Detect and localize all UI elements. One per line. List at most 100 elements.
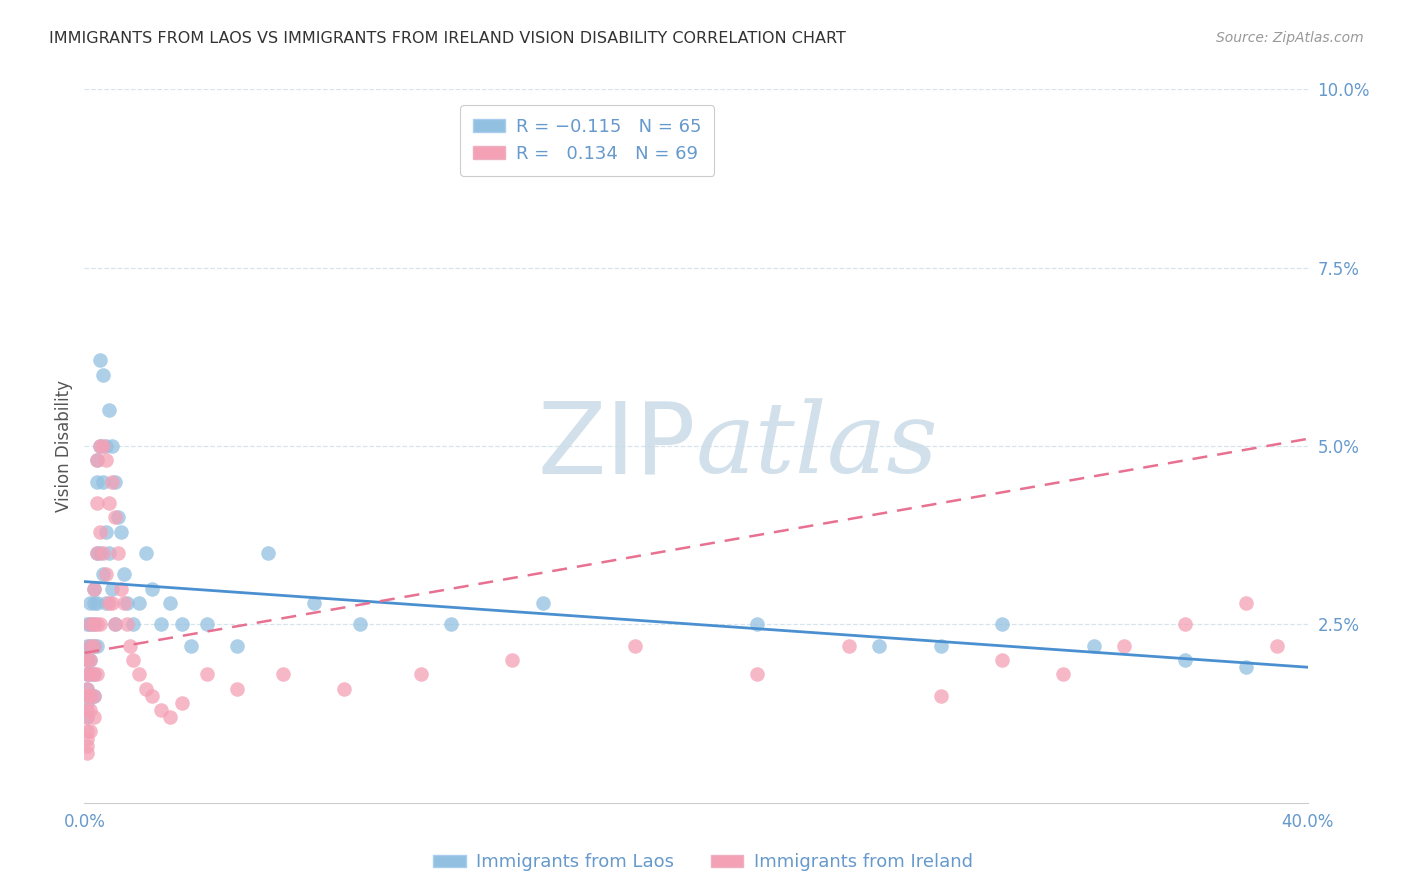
Point (122, 653, 145, 667)
Point (76, 653, 98, 667)
Point (101, 582, 124, 596)
Point (149, 617, 172, 632)
Point (141, 582, 163, 596)
Point (1174, 653, 1197, 667)
Point (159, 710, 181, 724)
Point (83, 689, 105, 703)
Point (929, 639, 952, 653)
Point (79, 653, 101, 667)
Point (76, 617, 98, 632)
Point (1114, 639, 1136, 653)
Point (76, 724, 98, 739)
Point (89, 617, 111, 632)
Point (120, 639, 142, 653)
Point (89, 524, 111, 539)
Point (91, 368, 114, 382)
Point (97, 496, 120, 510)
Point (531, 596, 554, 610)
Point (76, 667, 98, 681)
Point (101, 439, 124, 453)
Point (112, 596, 135, 610)
Point (149, 703, 172, 717)
Point (135, 546, 157, 560)
Point (79, 617, 101, 632)
Point (226, 639, 249, 653)
Point (97, 596, 120, 610)
Text: atlas: atlas (696, 399, 939, 493)
Point (172, 617, 194, 632)
Point (94, 453, 117, 467)
Point (91, 475, 114, 489)
Point (991, 653, 1014, 667)
Point (1236, 660, 1258, 674)
Point (195, 667, 218, 681)
Legend: Immigrants from Laos, Immigrants from Ireland: Immigrants from Laos, Immigrants from Ir… (426, 847, 980, 879)
Point (1236, 596, 1258, 610)
Point (76, 710, 98, 724)
Point (115, 596, 138, 610)
Point (76, 710, 98, 724)
Point (86, 453, 108, 467)
Point (86, 667, 108, 681)
Point (76, 689, 98, 703)
Point (104, 617, 127, 632)
Point (141, 689, 163, 703)
Point (624, 639, 647, 653)
Point (502, 653, 524, 667)
Text: ZIP: ZIP (537, 398, 696, 494)
Point (86, 475, 108, 489)
Point (79, 617, 101, 632)
Point (76, 639, 98, 653)
Point (409, 667, 432, 681)
Point (107, 546, 129, 560)
Point (76, 696, 98, 710)
Text: IMMIGRANTS FROM LAOS VS IMMIGRANTS FROM IRELAND VISION DISABILITY CORRELATION CH: IMMIGRANTS FROM LAOS VS IMMIGRANTS FROM … (49, 31, 846, 46)
Point (107, 510, 129, 524)
Point (91, 439, 114, 453)
Point (76, 681, 98, 696)
Point (94, 524, 117, 539)
Point (115, 617, 138, 632)
Point (83, 582, 105, 596)
Point (83, 617, 105, 632)
Point (86, 596, 108, 610)
Point (79, 596, 101, 610)
Point (929, 689, 952, 703)
Point (79, 639, 101, 653)
Point (89, 439, 111, 453)
Point (86, 617, 108, 632)
Point (89, 439, 111, 453)
Point (86, 453, 108, 467)
Point (440, 617, 463, 632)
Point (104, 617, 127, 632)
Point (110, 582, 132, 596)
Legend: R = −0.115   N = 65, R =   0.134   N = 69: R = −0.115 N = 65, R = 0.134 N = 69 (460, 105, 714, 176)
Point (86, 546, 108, 560)
Y-axis label: Vision Disability: Vision Disability (55, 380, 73, 512)
Point (135, 681, 157, 696)
Point (94, 439, 117, 453)
Point (79, 689, 101, 703)
Point (94, 567, 117, 582)
Point (349, 617, 371, 632)
Point (747, 617, 769, 632)
Point (79, 639, 101, 653)
Point (91, 546, 114, 560)
Point (83, 596, 105, 610)
Point (83, 582, 105, 596)
Point (76, 746, 98, 760)
Point (1083, 639, 1105, 653)
Point (83, 710, 105, 724)
Point (76, 739, 98, 753)
Point (83, 667, 105, 681)
Point (76, 681, 98, 696)
Point (128, 596, 150, 610)
Point (79, 667, 101, 681)
Point (83, 639, 105, 653)
Point (333, 681, 356, 696)
Point (83, 617, 105, 632)
Point (76, 731, 98, 746)
Point (838, 639, 860, 653)
Point (110, 524, 132, 539)
Point (76, 653, 98, 667)
